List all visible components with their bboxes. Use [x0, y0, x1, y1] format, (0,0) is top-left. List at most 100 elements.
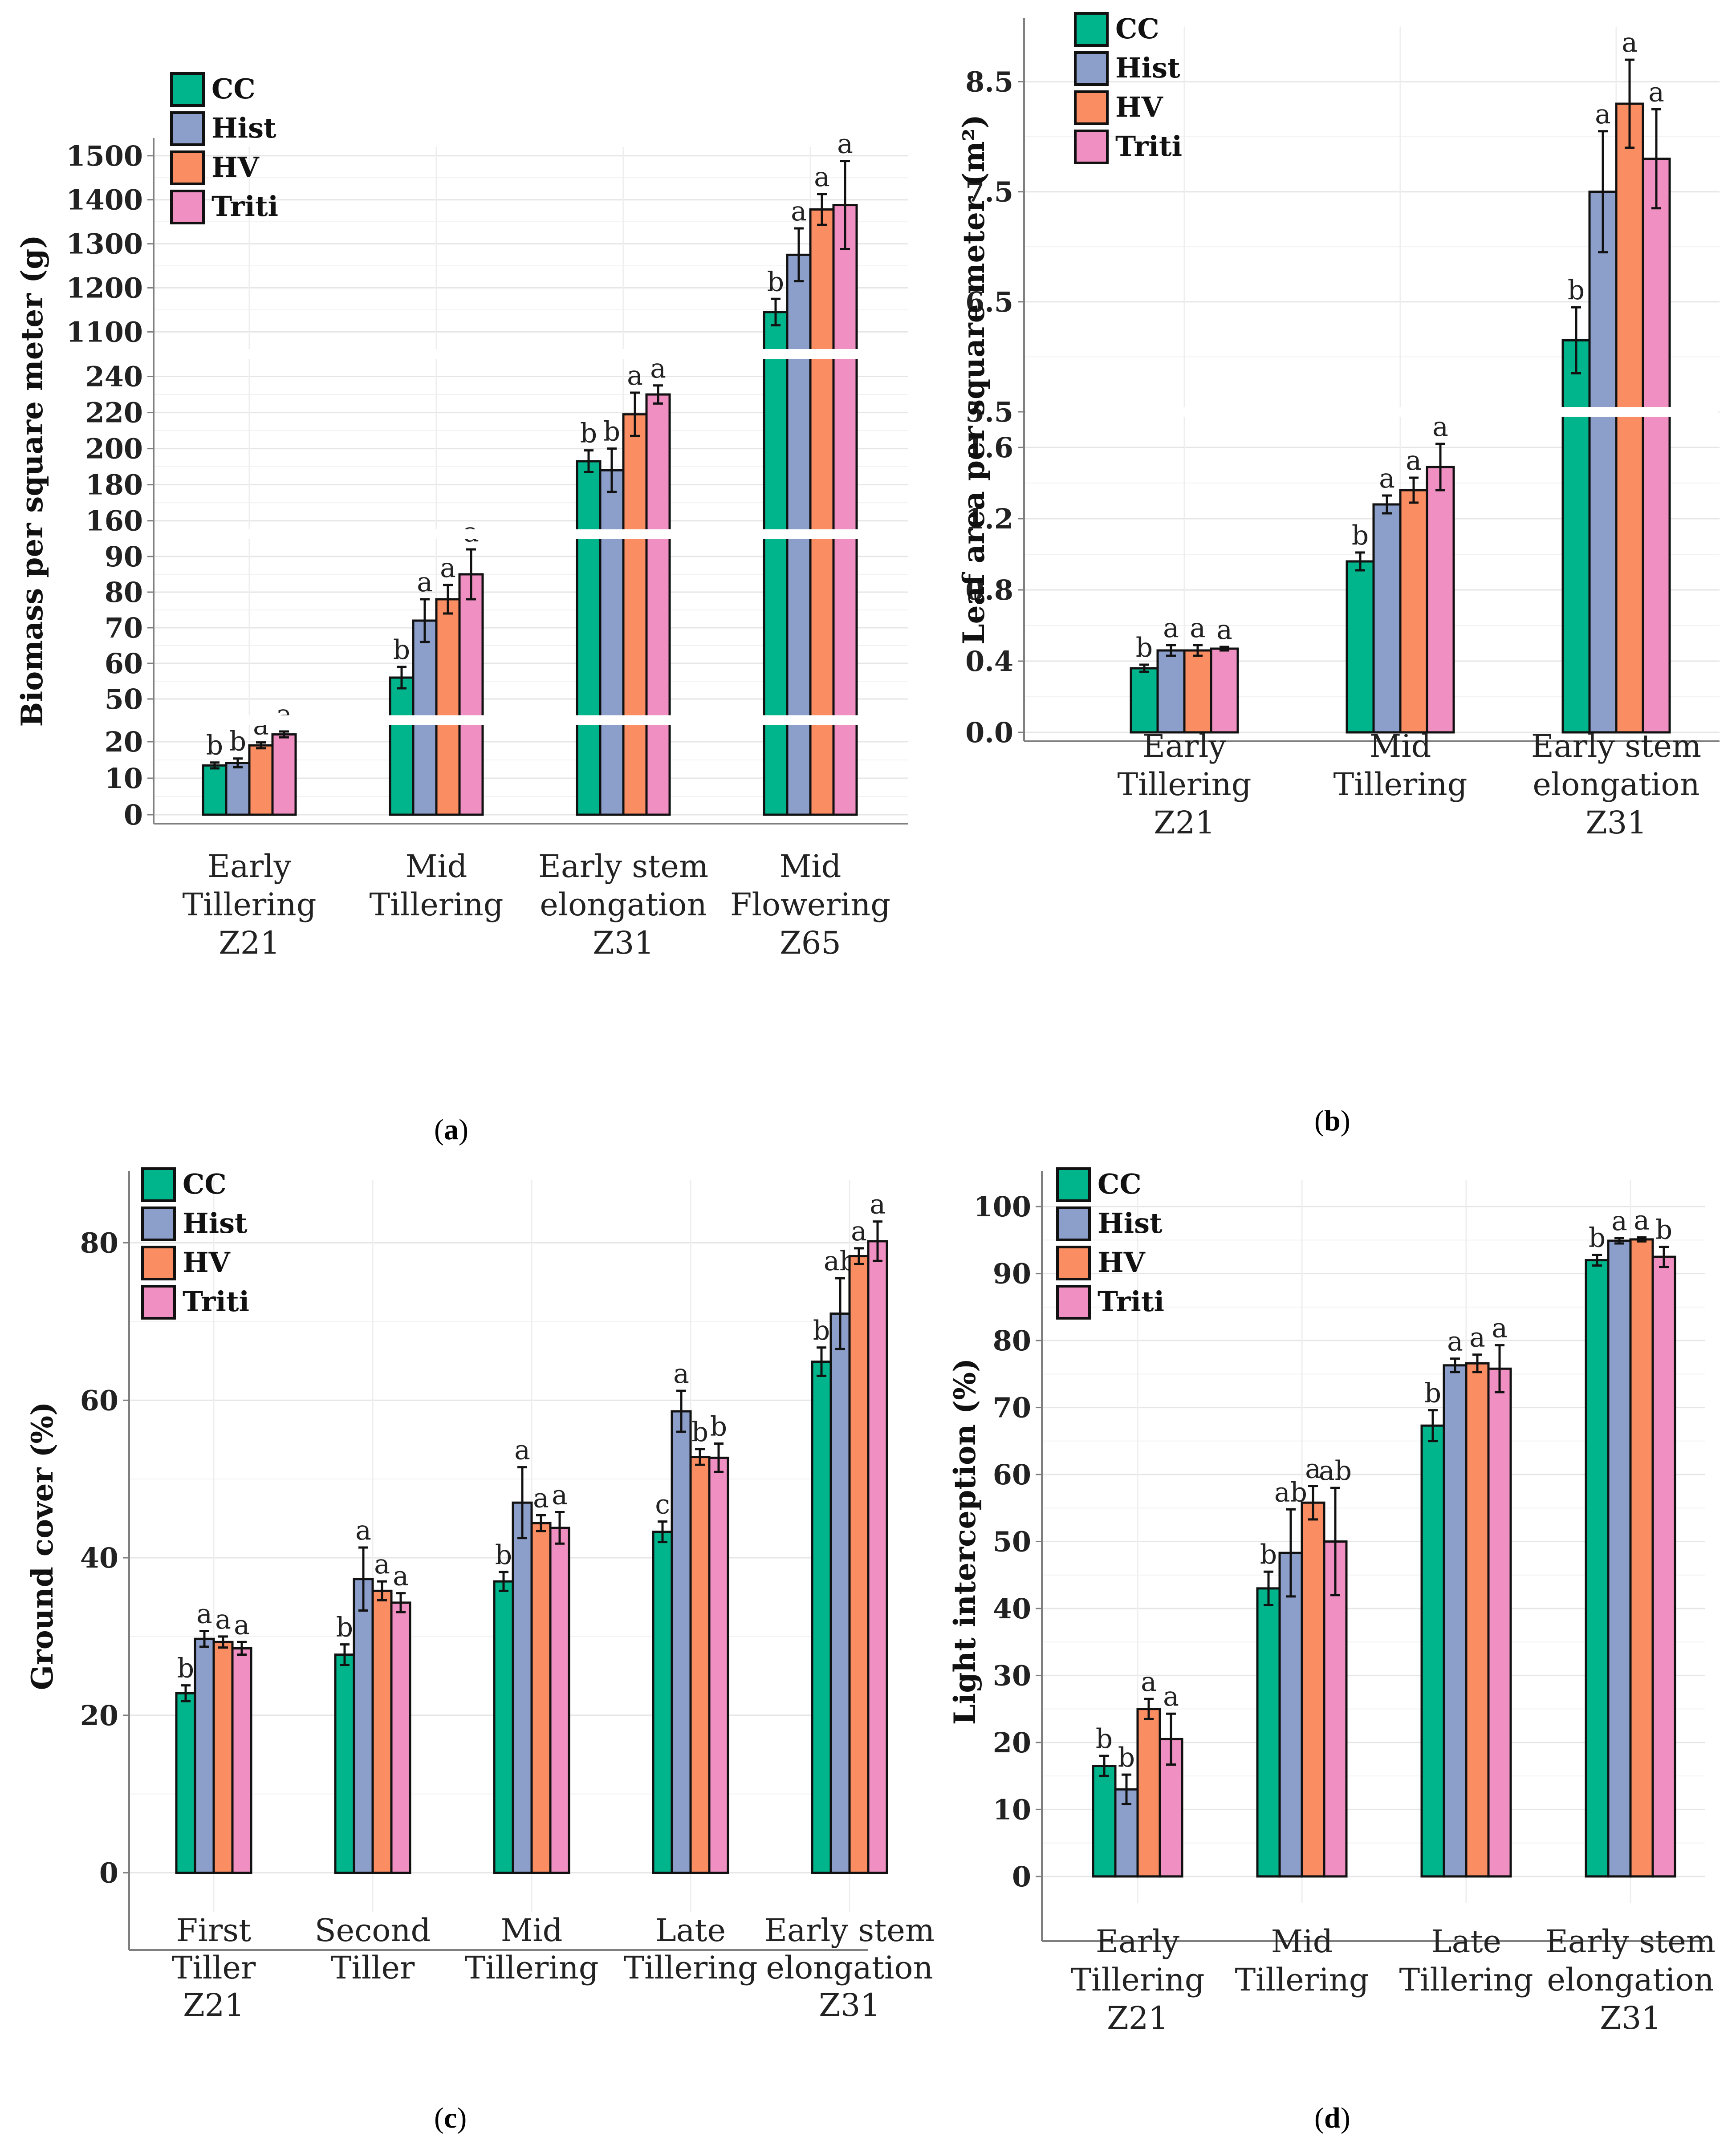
- x-category-label: Tillering: [1070, 1962, 1204, 1998]
- legend-label-hv: HV: [1115, 91, 1163, 123]
- significance-letter: a: [552, 1479, 568, 1511]
- x-category-label: Early stem: [1531, 728, 1701, 764]
- chart-d: 0102030405060708090100bbbbbabaaaaaaaabab…: [947, 1167, 1716, 2036]
- legend-label-hv: HV: [183, 1246, 231, 1279]
- significance-letter: a: [627, 360, 643, 391]
- significance-letter: a: [253, 710, 269, 741]
- chart-b: 0.00.40.81.21.65.56.57.58.5bbbaaaaaaaaaE…: [956, 12, 1720, 841]
- x-category-label: elongation: [1533, 766, 1699, 803]
- x-category-label: Tillering: [1399, 1962, 1533, 1998]
- y-tick-label: 90: [105, 540, 143, 573]
- x-category-label: First: [176, 1912, 251, 1949]
- significance-letter: b: [1352, 520, 1369, 551]
- significance-letter: b: [813, 1315, 830, 1346]
- significance-letter: a: [791, 196, 807, 227]
- significance-letter: a: [870, 1189, 886, 1220]
- bar-hv: [1136, 1708, 1161, 1878]
- x-category-label: Second: [315, 1912, 431, 1949]
- bar-cc: [1092, 1765, 1117, 1878]
- legend-label-hv: HV: [211, 151, 260, 183]
- x-category-label: Tillering: [464, 1950, 598, 1986]
- significance-letter: a: [851, 1216, 867, 1247]
- x-category-label: Tillering: [1117, 766, 1251, 803]
- bar-hv: [689, 1456, 711, 1874]
- y-tick-label: 0.8: [965, 574, 1013, 606]
- significance-letter: a: [276, 699, 292, 730]
- significance-letter: b: [229, 726, 246, 757]
- significance-letter: b: [1655, 1214, 1672, 1245]
- legend-swatch-hv: [170, 150, 205, 185]
- legend-swatch-hv: [1074, 90, 1109, 125]
- bar-cc: [1256, 1587, 1281, 1878]
- significance-letter: b: [1260, 1539, 1277, 1570]
- y-tick-label: 220: [85, 397, 143, 429]
- bar-triti: [708, 1456, 729, 1874]
- x-category-label: elongation: [766, 1950, 933, 1986]
- x-category-label: Tillering: [182, 886, 316, 923]
- bar-hv: [1615, 102, 1644, 734]
- x-category-label: Mid: [406, 848, 468, 885]
- axis-break: [155, 529, 907, 539]
- y-tick-label: 80: [105, 576, 143, 609]
- legend-label-hist: Hist: [1098, 1207, 1163, 1239]
- x-category-label: Flowering: [730, 886, 890, 923]
- bar-hist: [671, 1410, 692, 1874]
- caption-c: (c): [434, 2102, 467, 2134]
- significance-letter: a: [673, 1358, 689, 1389]
- y-tick-label: 80: [80, 1227, 118, 1259]
- bar-cc: [652, 1531, 673, 1874]
- significance-letter: a: [1406, 445, 1422, 476]
- x-category-label: Late: [655, 1912, 726, 1949]
- bar-hist: [829, 1312, 851, 1874]
- x-category-label: Tillering: [1333, 766, 1467, 803]
- y-tick-label: 90: [993, 1258, 1031, 1290]
- y-tick-label: 0.0: [965, 716, 1013, 749]
- x-category-label: Early stem: [1545, 1923, 1716, 1960]
- significance-letter: b: [691, 1417, 708, 1448]
- x-category-label: Tillering: [369, 886, 503, 923]
- bar-cc: [202, 764, 228, 816]
- bar-cc: [389, 676, 415, 816]
- significance-letter: b: [1136, 632, 1153, 663]
- significance-letter: a: [1216, 614, 1232, 646]
- x-category-label: elongation: [540, 886, 707, 923]
- legend-swatch-cc: [170, 72, 205, 107]
- bar-cc: [1561, 339, 1591, 734]
- x-category-label: Z31: [1600, 2000, 1661, 2036]
- x-category-label: Z31: [593, 925, 654, 961]
- caption-d: (d): [1314, 2102, 1350, 2134]
- y-tick-label: 40: [993, 1592, 1031, 1625]
- x-category-label: Z65: [780, 925, 841, 961]
- legend-swatch-hist: [1074, 51, 1109, 86]
- bar-hv: [435, 598, 461, 816]
- significance-letter: b: [1096, 1723, 1113, 1755]
- y-tick-label: 60: [105, 647, 143, 680]
- chart-c: 020406080bbbcbaaaaabaaabaaaabaFirstTille…: [25, 1167, 935, 2023]
- significance-letter: b: [1424, 1378, 1441, 1409]
- y-axis-title: Light interception (%): [947, 1358, 982, 1725]
- bar-hv: [1399, 489, 1428, 734]
- significance-letter: b: [1568, 275, 1585, 306]
- significance-letter: a: [1648, 77, 1664, 108]
- x-category-label: Early stem: [764, 1912, 935, 1949]
- y-axis-title: Ground cover (%): [25, 1402, 60, 1690]
- y-tick-label: 1500: [66, 140, 143, 172]
- bar-triti: [231, 1647, 252, 1874]
- significance-letter: a: [814, 162, 830, 193]
- significance-letter: a: [417, 567, 433, 598]
- significance-letter: a: [1163, 613, 1179, 644]
- legend-label-hist: Hist: [1115, 52, 1180, 84]
- significance-letter: a: [1379, 463, 1395, 494]
- legend-label-hv: HV: [1098, 1246, 1146, 1279]
- significance-letter: a: [355, 1515, 371, 1546]
- legend-swatch-cc: [1074, 12, 1109, 47]
- bar-triti: [867, 1240, 888, 1874]
- bar-hv: [1629, 1238, 1654, 1878]
- y-tick-label: 50: [105, 683, 143, 715]
- y-axis-title: Leaf area per square meter (m²): [956, 114, 991, 645]
- significance-letter: a: [234, 1609, 250, 1641]
- bar-triti: [1426, 466, 1455, 734]
- y-tick-label: 10: [105, 762, 143, 795]
- bar-triti: [390, 1601, 411, 1874]
